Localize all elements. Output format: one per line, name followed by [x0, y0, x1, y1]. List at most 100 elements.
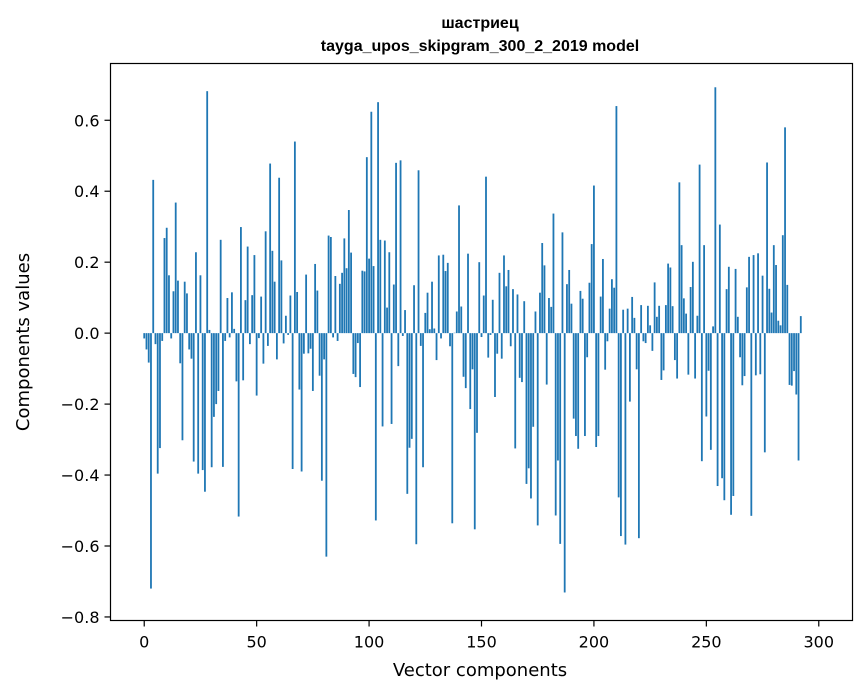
bar — [156, 333, 159, 474]
bar — [318, 333, 321, 376]
bar — [471, 333, 474, 370]
x-tick-label: 50 — [246, 633, 266, 652]
bar — [186, 293, 188, 334]
bar — [455, 311, 458, 334]
bar — [682, 298, 685, 334]
bar — [228, 333, 231, 338]
bar — [489, 333, 492, 335]
bar — [424, 312, 427, 334]
bar — [741, 333, 744, 386]
bar — [604, 333, 607, 370]
bar — [595, 333, 598, 448]
bar — [208, 329, 211, 334]
bar — [244, 300, 247, 334]
bar — [745, 287, 748, 334]
bar — [444, 271, 447, 334]
bar — [219, 239, 222, 334]
bar — [761, 275, 764, 334]
bar — [658, 305, 661, 334]
bar — [172, 291, 175, 334]
bar — [554, 333, 557, 516]
bar — [329, 236, 332, 334]
bar — [500, 333, 503, 359]
bar — [698, 164, 701, 334]
bar — [464, 333, 467, 389]
x-axis: 0 50 100 150 200 250 300 — [139, 620, 834, 652]
bar — [354, 333, 357, 378]
bar — [664, 305, 667, 334]
bar — [181, 333, 184, 441]
chart-title: шастриец — [441, 15, 518, 32]
bar — [781, 235, 784, 334]
bar — [534, 311, 537, 334]
bar — [563, 333, 566, 593]
bar — [316, 290, 319, 334]
bar — [700, 333, 703, 462]
bar — [419, 333, 422, 346]
bar — [284, 315, 287, 334]
bar — [309, 333, 312, 349]
bar — [597, 333, 600, 437]
bar — [494, 333, 496, 397]
bar — [516, 294, 519, 334]
bar — [150, 333, 152, 589]
bar — [183, 281, 186, 334]
bar — [327, 235, 330, 334]
bar — [431, 281, 433, 334]
bar — [201, 333, 204, 471]
bar — [723, 333, 726, 501]
bar — [440, 333, 442, 339]
bar — [401, 333, 404, 336]
bar — [480, 333, 483, 338]
bar — [273, 281, 276, 334]
bar — [752, 255, 755, 334]
bar — [269, 163, 272, 334]
bar — [383, 240, 386, 334]
bar — [255, 333, 258, 396]
bar — [730, 333, 732, 515]
bar — [790, 333, 793, 386]
bar — [518, 333, 521, 378]
y-tick-label: −0.8 — [61, 608, 100, 627]
bar — [593, 185, 595, 334]
bar — [651, 333, 654, 351]
bar — [680, 245, 683, 334]
bar — [689, 287, 692, 334]
bar — [359, 333, 361, 388]
bar — [197, 333, 200, 474]
bar — [213, 333, 215, 417]
bar — [694, 333, 697, 379]
y-tick-label: 0.2 — [74, 253, 99, 272]
bar — [705, 333, 708, 417]
bar — [568, 269, 571, 334]
bar — [703, 245, 705, 334]
bar — [392, 284, 395, 334]
bar — [487, 333, 490, 358]
bar — [662, 333, 665, 371]
bar — [541, 243, 544, 334]
bar — [532, 333, 535, 427]
bar — [300, 333, 303, 472]
bar — [640, 305, 643, 334]
bar — [660, 333, 663, 380]
bar — [174, 202, 177, 334]
y-tick-label: −0.6 — [61, 537, 100, 556]
y-tick-label: −0.4 — [61, 466, 100, 485]
bar — [154, 333, 157, 345]
bar — [350, 252, 352, 334]
bar — [242, 333, 245, 381]
bar — [644, 333, 647, 344]
bar — [673, 333, 676, 361]
bar — [266, 333, 269, 346]
bar — [458, 205, 460, 334]
bar — [498, 272, 501, 334]
bar — [613, 287, 616, 334]
bar — [307, 333, 310, 354]
bar — [530, 333, 532, 499]
bar — [217, 333, 220, 391]
bar — [548, 298, 550, 334]
bar — [655, 316, 658, 334]
bar — [442, 254, 445, 334]
bar — [388, 252, 391, 334]
bar — [588, 282, 591, 334]
